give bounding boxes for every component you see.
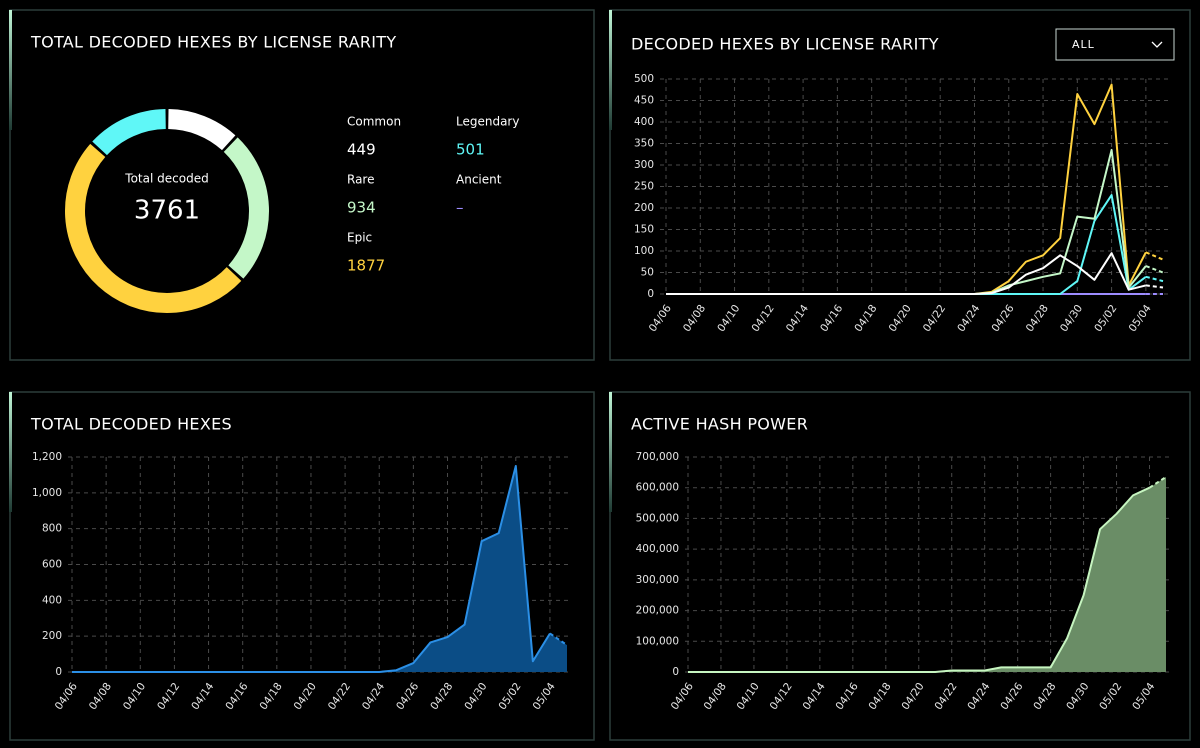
y-tick-label: 1,000	[32, 487, 62, 499]
y-tick-label: 400	[42, 594, 62, 606]
y-tick-label: 500	[634, 73, 654, 85]
line-partial	[1145, 275, 1164, 283]
legend-label: Common	[347, 115, 401, 129]
chart-title: ACTIVE HASH POWER	[631, 415, 808, 434]
y-tick-label: 500,000	[636, 512, 679, 524]
chart-title: TOTAL DECODED HEXES BY LICENSE RARITY	[30, 33, 396, 52]
center-label: Total decoded	[124, 172, 208, 186]
y-tick-label: 600,000	[636, 482, 679, 494]
y-tick-label: 450	[634, 95, 654, 107]
y-tick-label: 0	[55, 666, 62, 678]
line-partial	[1145, 284, 1164, 289]
line-partial	[1145, 251, 1164, 261]
y-tick-label: 200,000	[636, 605, 679, 617]
y-tick-label: 200	[634, 202, 654, 214]
legend-label: Epic	[347, 231, 372, 245]
line	[72, 464, 551, 673]
accent	[609, 392, 612, 512]
y-tick-label: 600	[42, 559, 62, 571]
y-tick-label: 300	[634, 159, 654, 171]
y-tick-label: 50	[641, 267, 654, 279]
line	[688, 486, 1150, 673]
y-tick-label: 350	[634, 138, 654, 150]
legend-value: –	[456, 199, 464, 217]
accent	[9, 10, 12, 130]
y-tick-label: 1,200	[32, 451, 62, 463]
y-tick-label: 400,000	[636, 543, 679, 555]
y-tick-label: 100	[634, 245, 654, 257]
filter-dropdown[interactable]: ALL	[1055, 28, 1175, 61]
legend-value: 449	[347, 141, 376, 159]
line-partial	[549, 632, 568, 646]
y-tick-label: 300,000	[636, 574, 679, 586]
chevron[interactable]	[1151, 41, 1163, 48]
y-tick-label: 700,000	[636, 451, 679, 463]
chart-title: DECODED HEXES BY LICENSE RARITY	[631, 35, 939, 54]
legend-value: 934	[347, 199, 376, 217]
accent	[9, 392, 12, 512]
chart-title: TOTAL DECODED HEXES	[30, 415, 232, 434]
legend-value: 1877	[347, 257, 385, 275]
legend-label: Rare	[347, 173, 374, 187]
donut-segment	[167, 109, 236, 151]
y-tick-label: 250	[634, 181, 654, 193]
y-tick-label: 800	[42, 523, 62, 535]
legend-label: Legendary	[456, 115, 519, 129]
legend-label: Ancient	[456, 173, 502, 187]
dropdown-value[interactable]: ALL	[1072, 38, 1095, 51]
panel	[609, 9, 1191, 361]
center-total: 3761	[134, 196, 200, 226]
line-partial	[1148, 476, 1167, 489]
donut-segment	[92, 109, 167, 156]
line-partial	[1145, 265, 1164, 274]
y-tick-label: 0	[647, 288, 654, 300]
y-tick-label: 150	[634, 224, 654, 236]
y-tick-label: 200	[42, 630, 62, 642]
y-tick-label: 400	[634, 116, 654, 128]
accent	[609, 10, 612, 130]
panel	[9, 9, 595, 361]
area-fill	[688, 476, 1166, 672]
y-tick-label: 0	[672, 666, 679, 678]
legend-value: 501	[456, 141, 485, 159]
donut-segment	[65, 143, 242, 313]
donut-segment	[223, 137, 269, 279]
panel-accents	[9, 10, 612, 512]
y-tick-label: 100,000	[636, 635, 679, 647]
line	[666, 252, 1147, 295]
